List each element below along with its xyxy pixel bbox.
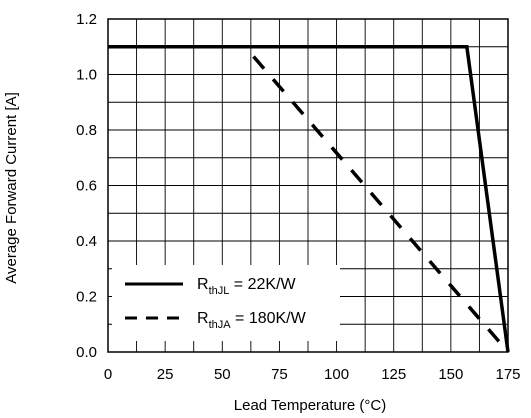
- y-tick-label: 1.0: [76, 67, 97, 84]
- legend-entry-rthja-sub: thJA: [209, 319, 232, 331]
- x-tick-label: 25: [157, 366, 174, 383]
- x-tick-labels: 0 25 50 75 100 125 150 175: [104, 366, 521, 383]
- x-tick-label: 0: [104, 366, 112, 383]
- y-tick-label: 0.6: [76, 178, 97, 195]
- x-tick-label: 150: [438, 366, 463, 383]
- x-tick-label: 100: [324, 366, 349, 383]
- x-axis-label: Lead Temperature (°C): [234, 397, 386, 414]
- y-tick-label: 1.2: [76, 11, 97, 28]
- legend-entry-rthja-rest: = 180K/W: [231, 310, 307, 327]
- series-lines: [108, 45, 510, 354]
- legend: RthJL = 22K/W RthJA = 180K/W: [112, 265, 340, 341]
- legend-box: [112, 265, 340, 341]
- legend-entry-rthja: RthJA = 180K/W: [197, 310, 307, 331]
- y-tick-label: 0.2: [76, 289, 97, 306]
- y-tick-labels: 0.0 0.2 0.4 0.6 0.8 1.0 1.2: [76, 11, 97, 361]
- x-tick-label: 75: [271, 366, 288, 383]
- y-tick-label: 0.0: [76, 344, 97, 361]
- legend-entry-rthja-main: R: [197, 310, 209, 327]
- legend-entry-rthjl-main: R: [197, 276, 209, 293]
- x-tick-label: 50: [214, 366, 231, 383]
- y-tick-label: 0.8: [76, 122, 97, 139]
- legend-entry-rthjl-rest: = 22K/W: [229, 276, 296, 293]
- y-tick-label: 0.4: [76, 233, 97, 250]
- legend-entry-rthjl-sub: thJL: [209, 285, 230, 297]
- series-line-rthja: [108, 45, 510, 354]
- legend-entry-rthjl: RthJL = 22K/W: [197, 276, 297, 297]
- y-axis-label: Average Forward Current [A]: [3, 92, 20, 283]
- plot-frame: [107, 18, 509, 353]
- x-tick-label: 125: [381, 366, 406, 383]
- x-tick-label: 175: [495, 366, 520, 383]
- series-line-rthjl: [108, 45, 510, 353]
